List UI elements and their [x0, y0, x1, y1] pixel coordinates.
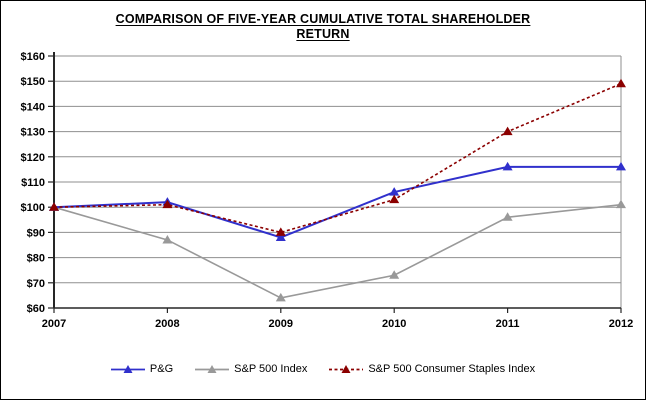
x-axis-label: 2008	[155, 318, 179, 330]
series-marker-consumer-staples	[502, 126, 513, 136]
line-chart-plot-area: $60 $70 $80 $90 $100 $110 $120 $130 $140 $150 $160…	[21, 51, 634, 330]
series-marker-pg	[275, 232, 286, 241]
legend-item: P&G	[110, 363, 174, 375]
legend-item: S&P 500 Consumer Staples Index	[329, 363, 535, 375]
legend-marker-icon	[123, 365, 133, 373]
y-axis-label: $60	[27, 303, 45, 315]
series-line-pg	[53, 165, 621, 239]
y-axis-label: $110	[21, 177, 45, 189]
chart-title: COMPARISON OF FIVE-YEAR CUMULATIVE TOTAL…	[1, 12, 645, 42]
y-axis-label: $120	[21, 152, 45, 164]
series-marker-sp500	[275, 292, 286, 302]
legend-marker-icon	[341, 365, 351, 373]
series-line-sp500	[53, 203, 622, 299]
series-marker-pg	[502, 161, 513, 171]
legend-label: S&P 500 Consumer Staples Index	[368, 363, 536, 375]
legend-marker-icon	[207, 365, 217, 373]
series-marker-consumer-staples	[275, 227, 286, 236]
legend-label: P&G	[149, 363, 174, 375]
y-axis-label: $70	[27, 278, 45, 290]
series-marker-sp500	[616, 199, 626, 209]
series-marker-consumer-staples	[49, 202, 59, 211]
legend-line-sample	[110, 365, 145, 373]
y-axis-label: $160	[21, 51, 45, 63]
y-axis-label: $90	[27, 227, 45, 239]
legend-line-sample	[329, 365, 364, 373]
series-marker-sp500	[389, 270, 400, 279]
series-marker-sp500	[502, 212, 513, 221]
x-axis-label: 2010	[382, 318, 406, 330]
chart-title-line2: RETURN	[296, 27, 350, 41]
series-marker-pg	[616, 161, 626, 171]
x-axis-label: 2007	[42, 318, 66, 330]
y-axis-label: $130	[21, 127, 45, 139]
legend-item: S&P 500 Index	[195, 363, 307, 375]
x-axis-label: 2011	[496, 318, 520, 330]
y-axis-label: $80	[27, 253, 45, 265]
y-axis-label: $150	[21, 76, 45, 88]
legend-line-sample	[195, 365, 230, 373]
series-marker-consumer-staples	[616, 78, 626, 88]
y-axis-label: $100	[21, 202, 45, 214]
x-axis-label: 2012	[609, 318, 633, 330]
series-marker-sp500	[162, 234, 173, 244]
series-marker-consumer-staples	[389, 194, 400, 204]
chart-legend: P&G S&P 500 Index S&P 500 Consumer Staples…	[1, 363, 645, 375]
series-marker-pg	[389, 187, 400, 196]
x-axis-label: 2009	[269, 318, 293, 330]
legend-label: S&P 500 Index	[234, 363, 308, 375]
y-axis-label: $140	[21, 101, 45, 113]
series-marker-consumer-staples	[162, 199, 173, 209]
chart-title-line1: COMPARISON OF FIVE-YEAR CUMULATIVE TOTAL…	[115, 12, 531, 26]
series-line-consumer-staples	[53, 82, 622, 234]
